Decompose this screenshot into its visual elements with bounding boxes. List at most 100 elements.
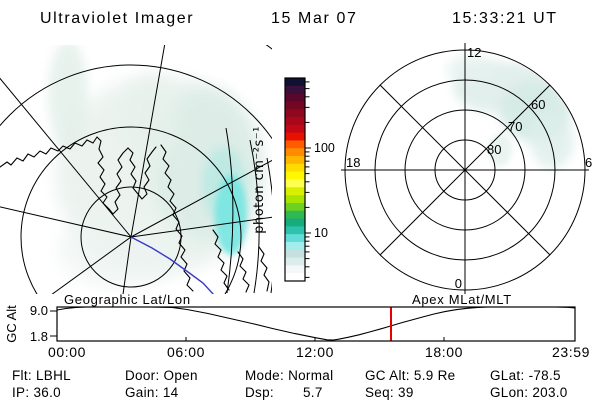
colorbar: 100 10 photon cm⁻²s⁻¹ xyxy=(252,77,335,282)
mlt-spoke-se xyxy=(464,169,551,256)
meridian-line xyxy=(130,216,272,238)
colorbar-band xyxy=(285,140,305,149)
colorbar-band xyxy=(285,163,305,173)
colorbar-band xyxy=(285,218,305,227)
coastline-segment xyxy=(212,229,230,291)
header: Ultraviolet Imager 15 Mar 07 15:33:21 UT xyxy=(40,10,558,27)
colorbar-band xyxy=(285,234,305,243)
status-flt: Flt: LBHL xyxy=(12,368,71,383)
colorbar-band xyxy=(285,257,305,266)
status-readouts: Flt: LBHL IP: 36.0 Door: Open Gain: 14 M… xyxy=(12,368,568,400)
polar-grid xyxy=(341,43,589,294)
graticule xyxy=(0,45,272,294)
coastline-segment xyxy=(160,144,194,292)
status-mode: Mode: Normal xyxy=(245,368,333,383)
latitude-circle xyxy=(0,64,272,140)
apex-panel-label: Apex MLat/MLT xyxy=(412,292,512,307)
colorbar-band xyxy=(285,210,305,219)
colorbar-band xyxy=(285,93,305,102)
altitude-strip-chart: Geographic Lat/Lon Apex MLat/MLT 9.0 1.8… xyxy=(4,292,590,360)
page-title: Ultraviolet Imager xyxy=(40,10,194,27)
ytick-9: 9.0 xyxy=(30,303,48,318)
mlt-label-6: 6 xyxy=(585,155,592,170)
mlt-spoke-sw xyxy=(379,169,466,256)
colorbar-band xyxy=(285,78,305,87)
status-ip: IP: 36.0 xyxy=(12,385,61,400)
colorbar-border xyxy=(284,77,306,282)
colorbar-band xyxy=(285,148,305,157)
colorbar-units-label: photon cm⁻²s⁻¹ xyxy=(252,126,267,234)
colorbar-band xyxy=(285,226,305,235)
colorbar-band xyxy=(285,179,305,188)
coastline-segment xyxy=(258,246,270,292)
colorbar-band xyxy=(285,273,305,282)
xtick-1200: 12:00 xyxy=(296,344,334,360)
coastline-segment xyxy=(127,146,157,200)
colorbar-minor-ticks xyxy=(305,81,310,278)
colorbar-band xyxy=(285,132,305,141)
colorbar-band xyxy=(285,117,305,126)
colorbar-band xyxy=(285,195,305,204)
meridian-line xyxy=(122,236,132,294)
mlat-label-70: 70 xyxy=(508,119,522,134)
colorbar-band xyxy=(285,202,305,212)
latitude-circle xyxy=(20,126,242,294)
colorbar-band xyxy=(285,156,305,165)
status-dsp-value: 5.7 xyxy=(303,385,323,400)
status-seq: Seq: 39 xyxy=(365,385,414,400)
status-glon: GLon: 203.0 xyxy=(490,385,568,400)
aurora-emission-geographic xyxy=(48,45,265,288)
status-door: Door: Open xyxy=(125,368,198,383)
date-label: 15 Mar 07 xyxy=(271,10,357,27)
geographic-panel-label: Geographic Lat/Lon xyxy=(64,292,191,307)
mlt-label-12: 12 xyxy=(467,45,481,60)
mlat-label-60: 60 xyxy=(531,97,545,112)
colorbar-band xyxy=(285,101,305,110)
colorbar-bands xyxy=(285,78,305,282)
xtick-0000: 00:00 xyxy=(48,344,86,360)
terminator-line xyxy=(130,236,215,294)
apex-panel: 12 18 6 0 80 70 60 xyxy=(341,43,592,294)
coastline xyxy=(0,136,270,293)
colorbar-tick-100: 100 xyxy=(314,141,335,155)
status-gc-alt: GC Alt: 5.9 Re xyxy=(365,368,456,383)
meridian-arc xyxy=(266,157,272,294)
status-glat: GLat: -78.5 xyxy=(490,368,561,383)
coastline-segment xyxy=(0,136,102,168)
xtick-1800: 18:00 xyxy=(425,344,463,360)
time-label: 15:33:21 UT xyxy=(452,10,558,27)
mlt-label-18: 18 xyxy=(346,155,360,170)
colorbar-band xyxy=(285,265,305,274)
colorbar-band xyxy=(285,85,305,95)
meridian-line xyxy=(51,236,132,294)
colorbar-band xyxy=(285,171,305,180)
status-gain: Gain: 14 xyxy=(125,385,179,400)
meridian-line xyxy=(0,206,132,238)
colorbar-band xyxy=(285,124,305,134)
xtick-0600: 06:00 xyxy=(167,344,205,360)
meridian-line xyxy=(0,77,132,238)
mlt-spoke-nw xyxy=(379,84,466,171)
colorbar-tick-10: 10 xyxy=(314,226,328,240)
mlat-label-80: 80 xyxy=(487,142,501,157)
colorbar-band xyxy=(285,187,305,196)
geographic-panel xyxy=(0,45,272,294)
colorbar-band xyxy=(285,109,305,118)
coastline-segment xyxy=(97,147,129,215)
gc-alt-axis-label: GC Alt xyxy=(4,305,19,343)
meridian-arc xyxy=(225,127,234,294)
polar-labels: 12 18 6 0 80 70 60 xyxy=(346,45,592,291)
colorbar-band xyxy=(285,241,305,251)
aurora-emission-apex xyxy=(447,55,574,168)
coastline-segment xyxy=(237,251,250,293)
meridian-arc xyxy=(249,139,260,294)
xtick-2359: 23:59 xyxy=(552,344,590,360)
ytick-1-8: 1.8 xyxy=(30,329,48,344)
mlt-label-0: 0 xyxy=(455,276,462,291)
status-dsp-label: Dsp: xyxy=(245,385,274,400)
colorbar-band xyxy=(285,249,305,258)
gc-altitude-curve xyxy=(56,306,576,341)
mlt-spoke-ne xyxy=(464,84,551,171)
